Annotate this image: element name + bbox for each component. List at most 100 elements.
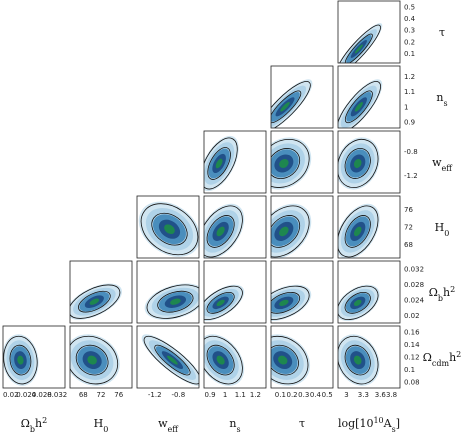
x-tick-logAs-3: 3.8 — [386, 391, 397, 399]
panel-frame — [69, 260, 133, 324]
x-tick-ns-0: 0.9 — [204, 391, 215, 399]
panel-frame — [136, 195, 200, 259]
y-tick-ns-3: 0.9 — [404, 118, 415, 126]
confidence-contour-1 — [271, 291, 301, 314]
x-axis-label-logAs: log[1010As] — [338, 416, 400, 432]
panel-frame — [203, 325, 267, 389]
x-axis-label-ns: ns — [229, 417, 240, 432]
density-level-4 — [89, 298, 100, 305]
confidence-contour-2 — [338, 205, 379, 258]
density-level-4 — [164, 224, 175, 234]
x-axis-label-tau: τ — [299, 417, 305, 430]
panel-omegabh2-vs-H0 — [70, 261, 132, 323]
confidence-contour-2 — [3, 335, 38, 385]
x-tick-tau-1: 0.2 — [286, 391, 297, 399]
y-tick-tau-4: 0.1 — [404, 50, 415, 58]
panel-H0-vs-tau — [271, 196, 333, 258]
panel-frame — [203, 260, 267, 324]
confidence-contour-1 — [78, 290, 111, 313]
y-tick-tau-1: 0.4 — [404, 15, 416, 23]
y-tick-H0-1: 72 — [404, 224, 413, 232]
x-tick-ns-3: 1.2 — [250, 391, 261, 399]
x-tick-weff-0: -1.2 — [148, 391, 162, 399]
confidence-contour-1 — [344, 344, 371, 376]
density-level-4 — [87, 355, 97, 365]
confidence-contour-2 — [140, 203, 199, 256]
panel-ns-vs-tau — [271, 66, 333, 128]
confidence-contour-2 — [143, 335, 199, 385]
panel-frame — [337, 65, 401, 129]
density-level-4 — [277, 355, 288, 365]
y-tick-ns-1: 1.1 — [404, 88, 415, 96]
y-axis-label-omegabh2: Ωbh2 — [429, 285, 455, 303]
panels-layer — [2, 0, 401, 389]
confidence-contour-2 — [338, 138, 379, 188]
panel-frame — [270, 325, 334, 389]
x-tick-logAs-1: 3.3 — [358, 391, 369, 399]
panel-omegacdmh2-vs-H0 — [70, 326, 132, 388]
density-level-4 — [215, 158, 223, 169]
density-level-4 — [353, 299, 362, 306]
confidence-contour-1 — [344, 148, 371, 179]
y-tick-H0-2: 68 — [404, 241, 413, 249]
x-axis-label-omegabh2: Ωbh2 — [21, 416, 47, 432]
density-level-4 — [279, 158, 289, 168]
y-tick-omegacdmh2-0: 0.16 — [404, 329, 420, 337]
density-level-4 — [353, 158, 362, 168]
y-axis-label-tau: τ — [439, 26, 445, 39]
y-tick-omegacdmh2-3: 0.1 — [404, 366, 415, 374]
panel-frame — [136, 325, 200, 389]
panel-frame — [270, 130, 334, 194]
confidence-contour-1 — [344, 33, 373, 63]
x-tick-H0-2: 76 — [114, 391, 123, 399]
panel-weff-vs-ns — [204, 131, 266, 193]
confidence-contour-1 — [151, 212, 188, 246]
confidence-contour-1 — [206, 344, 235, 376]
panel-frame — [337, 260, 401, 324]
y-tick-H0-0: 76 — [404, 206, 413, 214]
panel-frame — [270, 260, 334, 324]
x-tick-logAs-2: 3.6 — [375, 391, 387, 399]
density-level-4 — [170, 298, 181, 305]
y-axis-label-H0: H0 — [435, 221, 450, 238]
confidence-contour-2 — [271, 205, 310, 258]
confidence-contour-2 — [338, 24, 381, 63]
x-tick-omegabh2-1: 0.024 — [16, 391, 37, 399]
confidence-contour-1 — [154, 344, 191, 376]
y-axis-label-ns: ns — [436, 91, 447, 108]
x-tick-tau-3: 0.4 — [310, 391, 322, 399]
panel-omegacdmh2-vs-omegabh2 — [3, 326, 65, 388]
x-tick-tau-2: 0.3 — [298, 391, 309, 399]
x-tick-ns-2: 1.1 — [235, 391, 246, 399]
panel-frame — [337, 325, 401, 389]
panel-frame — [203, 195, 267, 259]
confidence-contour-1 — [344, 90, 373, 124]
y-tick-tau-3: 0.2 — [404, 38, 415, 46]
y-tick-omegabh2-1: 0.028 — [404, 281, 424, 289]
panel-omegabh2-vs-ns — [204, 261, 266, 323]
confidence-contour-2 — [146, 284, 199, 319]
x-axis-label-H0: H0 — [94, 417, 109, 432]
density-level-4 — [216, 355, 225, 365]
density-level-4 — [353, 226, 362, 237]
panel-frame — [337, 195, 401, 259]
confidence-contour-1 — [271, 90, 302, 124]
x-tick-logAs-0: 3 — [344, 391, 348, 399]
panel-frame — [136, 260, 200, 324]
y-axis-label-omegacdmh2: Ωcdmh2 — [423, 350, 462, 368]
y-tick-weff-1: -1.2 — [404, 172, 418, 180]
confidence-contour-1 — [271, 148, 301, 179]
panel-frame — [69, 325, 133, 389]
confidence-contour-2 — [338, 81, 381, 128]
panel-omegacdmh2-vs-weff — [137, 326, 199, 388]
panel-omegacdmh2-vs-logAs — [338, 326, 400, 388]
density-level-4 — [354, 102, 363, 112]
panel-weff-vs-tau — [271, 131, 333, 193]
y-tick-tau-2: 0.3 — [404, 27, 415, 35]
confidence-contour-1 — [344, 291, 371, 314]
panel-frame — [270, 65, 334, 129]
panel-ns-vs-logAs — [338, 66, 400, 128]
x-tick-ns-1: 1 — [223, 391, 227, 399]
x-tick-H0-1: 72 — [97, 391, 106, 399]
